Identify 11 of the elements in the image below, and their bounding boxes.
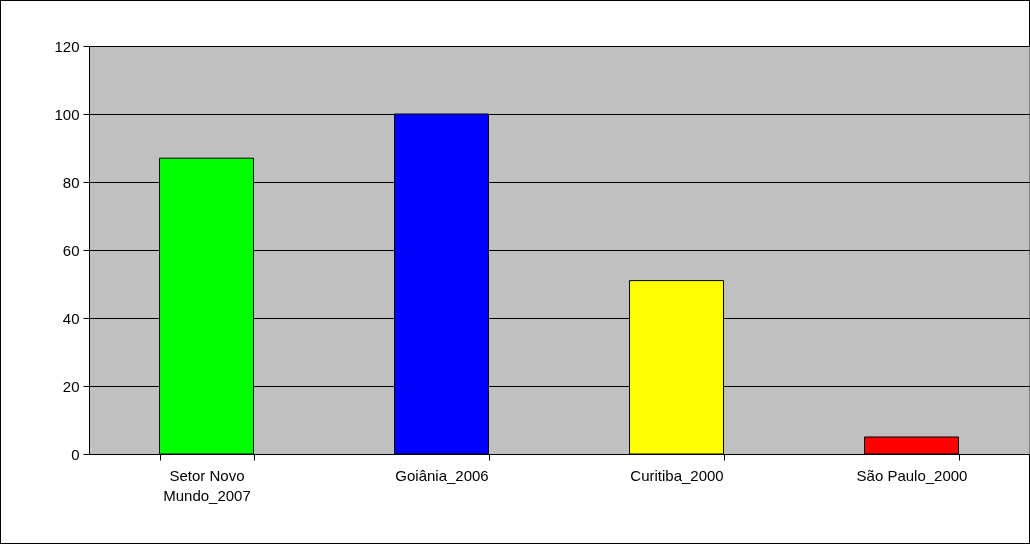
x-tick-label: Curitiba_2000	[630, 466, 724, 484]
y-tick-label: 60	[62, 241, 80, 259]
y-tick-label: 40	[62, 309, 80, 327]
y-tick-label: 0	[71, 445, 80, 463]
y-tick-label: 80	[62, 173, 80, 191]
y-tick-label: 120	[54, 37, 80, 55]
y-tick-label: 100	[54, 105, 80, 123]
x-tick-label: Goiânia_2006	[395, 466, 489, 484]
y-tick-label: 20	[62, 377, 80, 395]
x-tick-label: São Paulo_2000	[856, 466, 968, 484]
x-tick-label: Setor Novo Mundo_2007	[163, 466, 251, 504]
